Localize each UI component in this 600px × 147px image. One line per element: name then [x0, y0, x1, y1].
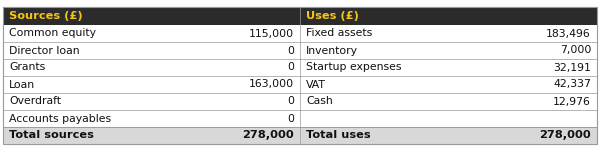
Text: Grants: Grants [9, 62, 45, 72]
Text: Director loan: Director loan [9, 46, 80, 56]
Bar [3, 110, 597, 127]
Bar [3, 7, 597, 25]
Text: 0: 0 [287, 46, 294, 56]
Text: Uses (£): Uses (£) [306, 11, 359, 21]
Text: Startup expenses: Startup expenses [306, 62, 401, 72]
Text: VAT: VAT [306, 80, 326, 90]
Text: 163,000: 163,000 [249, 80, 294, 90]
Text: 32,191: 32,191 [553, 62, 591, 72]
Text: Loan: Loan [9, 80, 35, 90]
Bar [3, 25, 597, 42]
Text: 7,000: 7,000 [560, 46, 591, 56]
Text: 115,000: 115,000 [249, 29, 294, 39]
Text: 278,000: 278,000 [539, 131, 591, 141]
Bar [3, 42, 597, 59]
Text: Sources (£): Sources (£) [9, 11, 83, 21]
Text: Total uses: Total uses [306, 131, 371, 141]
Text: 0: 0 [287, 113, 294, 123]
Text: Accounts payables: Accounts payables [9, 113, 111, 123]
Text: 12,976: 12,976 [553, 96, 591, 106]
Text: 183,496: 183,496 [546, 29, 591, 39]
Text: 0: 0 [287, 96, 294, 106]
Text: 0: 0 [287, 62, 294, 72]
Bar [3, 127, 597, 144]
Text: 42,337: 42,337 [553, 80, 591, 90]
Text: Total sources: Total sources [9, 131, 94, 141]
Text: Inventory: Inventory [306, 46, 358, 56]
Bar [3, 59, 597, 76]
Text: Overdraft: Overdraft [9, 96, 61, 106]
Text: 278,000: 278,000 [242, 131, 294, 141]
Text: Fixed assets: Fixed assets [306, 29, 372, 39]
Bar [3, 93, 597, 110]
Text: Cash: Cash [306, 96, 333, 106]
Text: Common equity: Common equity [9, 29, 96, 39]
Bar [3, 76, 597, 93]
